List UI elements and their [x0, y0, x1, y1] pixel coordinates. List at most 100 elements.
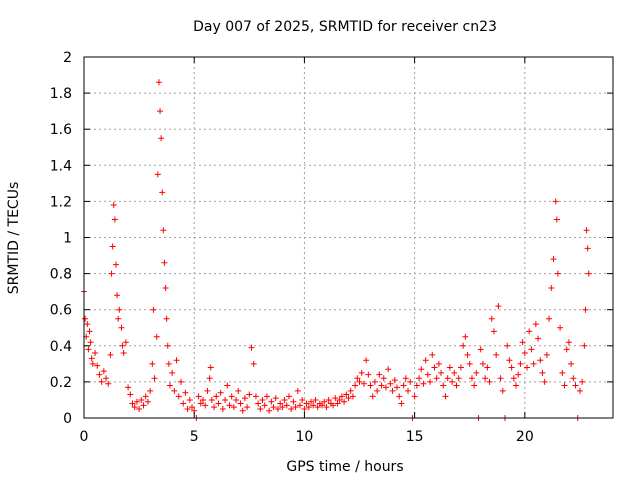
data-point [584, 245, 591, 252]
data-point [250, 360, 257, 367]
data-point [541, 378, 548, 385]
data-point [285, 393, 292, 400]
data-point [202, 402, 209, 409]
data-point [115, 315, 122, 322]
data-point [477, 346, 484, 353]
data-point [211, 404, 218, 411]
data-point [184, 405, 191, 412]
data-point [87, 339, 94, 346]
data-point [153, 333, 160, 340]
y-tick-label: 1.8 [50, 86, 72, 102]
data-point [405, 387, 412, 394]
data-point [233, 396, 240, 403]
data-point [292, 404, 299, 411]
y-tick-label: 0.4 [50, 339, 72, 355]
data-point [94, 362, 101, 369]
data-point [389, 387, 396, 394]
data-point [433, 375, 440, 382]
data-point [407, 378, 414, 385]
data-point [259, 396, 266, 403]
grid-layer [84, 57, 613, 418]
data-point [517, 360, 524, 367]
data-point [166, 382, 173, 389]
data-point [513, 382, 520, 389]
data-point [89, 360, 96, 367]
data-point [438, 369, 445, 376]
data-point [173, 357, 180, 364]
data-point [554, 270, 561, 277]
data-point [440, 382, 447, 389]
data-point [510, 375, 517, 382]
data-point [427, 378, 434, 385]
data-point [526, 328, 533, 335]
data-point [154, 171, 161, 178]
data-point [553, 216, 560, 223]
data-point [521, 350, 528, 357]
data-point [457, 364, 464, 371]
data-point [163, 315, 170, 322]
data-point [149, 360, 156, 367]
data-point [169, 369, 176, 376]
data-point [396, 393, 403, 400]
data-point [497, 375, 504, 382]
data-point [158, 135, 165, 142]
data-point [279, 404, 286, 411]
data-point [482, 375, 489, 382]
data-point [557, 324, 564, 331]
data-point [402, 375, 409, 382]
data-point [131, 404, 138, 411]
data-point [321, 398, 328, 405]
data-point [215, 400, 222, 407]
data-point [376, 371, 383, 378]
data-point [444, 375, 451, 382]
data-point [226, 402, 233, 409]
data-point [352, 382, 359, 389]
data-point [471, 382, 478, 389]
data-point [508, 364, 515, 371]
data-point [418, 366, 425, 373]
data-point [334, 400, 341, 407]
data-point [550, 256, 557, 263]
data-point [297, 402, 304, 409]
data-point [314, 404, 321, 411]
data-point [175, 393, 182, 400]
data-point [466, 360, 473, 367]
data-point [288, 405, 295, 412]
y-tick-label: 1.6 [50, 122, 72, 138]
marks-layer [81, 79, 592, 421]
data-point [195, 393, 202, 400]
data-point [127, 391, 134, 398]
data-point [416, 375, 423, 382]
data-point [206, 375, 213, 382]
data-point [374, 387, 381, 394]
data-point [460, 342, 467, 349]
data-point [387, 380, 394, 387]
data-point [519, 339, 526, 346]
y-tick-label: 0.8 [50, 267, 72, 283]
data-point [308, 398, 315, 405]
data-point [155, 79, 162, 86]
data-point [422, 357, 429, 364]
data-point [133, 398, 140, 405]
data-point [382, 384, 389, 391]
data-point [161, 259, 168, 266]
data-point [230, 404, 237, 411]
data-point [159, 189, 166, 196]
data-point [239, 407, 246, 414]
data-point [118, 324, 125, 331]
data-point [84, 321, 91, 328]
data-point [319, 402, 326, 409]
data-point [579, 378, 586, 385]
data-point [360, 380, 367, 387]
data-point [164, 342, 171, 349]
data-point [413, 382, 420, 389]
data-point [484, 364, 491, 371]
data-point [585, 270, 592, 277]
data-point [358, 369, 365, 376]
data-point [86, 328, 93, 335]
data-point [411, 393, 418, 400]
data-point [479, 360, 486, 367]
data-point [252, 393, 259, 400]
data-point [552, 198, 559, 205]
